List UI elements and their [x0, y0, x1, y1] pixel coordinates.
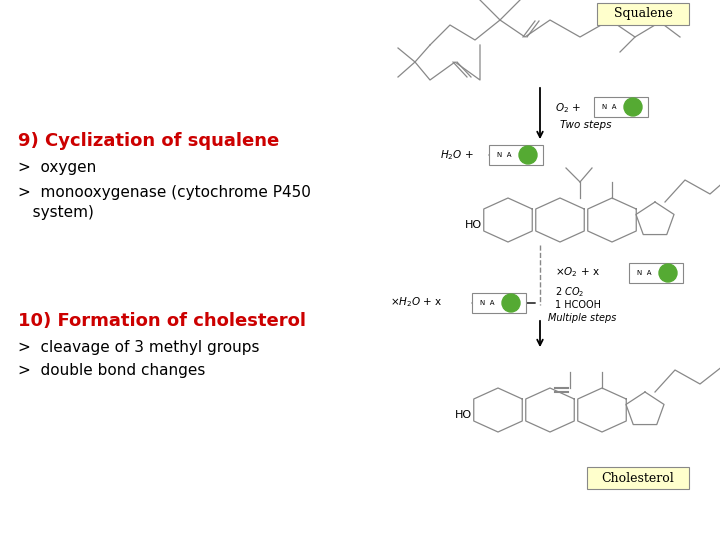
Text: 1 HCOOH: 1 HCOOH: [555, 300, 601, 310]
Text: 10) Formation of cholesterol: 10) Formation of cholesterol: [18, 312, 306, 330]
Text: $H_2O$ +: $H_2O$ +: [440, 148, 474, 162]
Text: HO: HO: [465, 220, 482, 230]
Circle shape: [624, 98, 642, 116]
Text: HO: HO: [455, 410, 472, 420]
Text: 2 $CO_2$: 2 $CO_2$: [555, 285, 585, 299]
Text: N  A: N A: [497, 152, 511, 158]
Text: >  cleavage of 3 methyl groups: > cleavage of 3 methyl groups: [18, 340, 259, 355]
Text: $\times H_2O$ + x: $\times H_2O$ + x: [390, 295, 443, 309]
Text: Squalene: Squalene: [613, 8, 672, 21]
Text: $\times O_2$ + x: $\times O_2$ + x: [555, 265, 600, 279]
Text: 9) Cyclization of squalene: 9) Cyclization of squalene: [18, 132, 279, 150]
FancyBboxPatch shape: [629, 263, 683, 283]
Text: N  A: N A: [602, 104, 616, 110]
Text: N  A: N A: [636, 270, 652, 276]
FancyBboxPatch shape: [597, 3, 689, 25]
Circle shape: [502, 294, 520, 312]
Text: system): system): [18, 205, 94, 220]
FancyBboxPatch shape: [472, 293, 526, 313]
Text: >  monooxygenase (cytochrome P450: > monooxygenase (cytochrome P450: [18, 185, 311, 200]
Text: Cholesterol: Cholesterol: [602, 471, 675, 484]
Text: >  double bond changes: > double bond changes: [18, 363, 205, 378]
Text: >  oxygen: > oxygen: [18, 160, 96, 175]
Text: Two steps: Two steps: [560, 120, 611, 130]
FancyBboxPatch shape: [594, 97, 648, 117]
Text: N  A: N A: [480, 300, 494, 306]
FancyBboxPatch shape: [489, 145, 543, 165]
Circle shape: [519, 146, 537, 164]
FancyBboxPatch shape: [587, 467, 689, 489]
Text: Multiple steps: Multiple steps: [548, 313, 616, 323]
Text: $O_2$ +: $O_2$ +: [555, 101, 581, 115]
Circle shape: [659, 264, 677, 282]
